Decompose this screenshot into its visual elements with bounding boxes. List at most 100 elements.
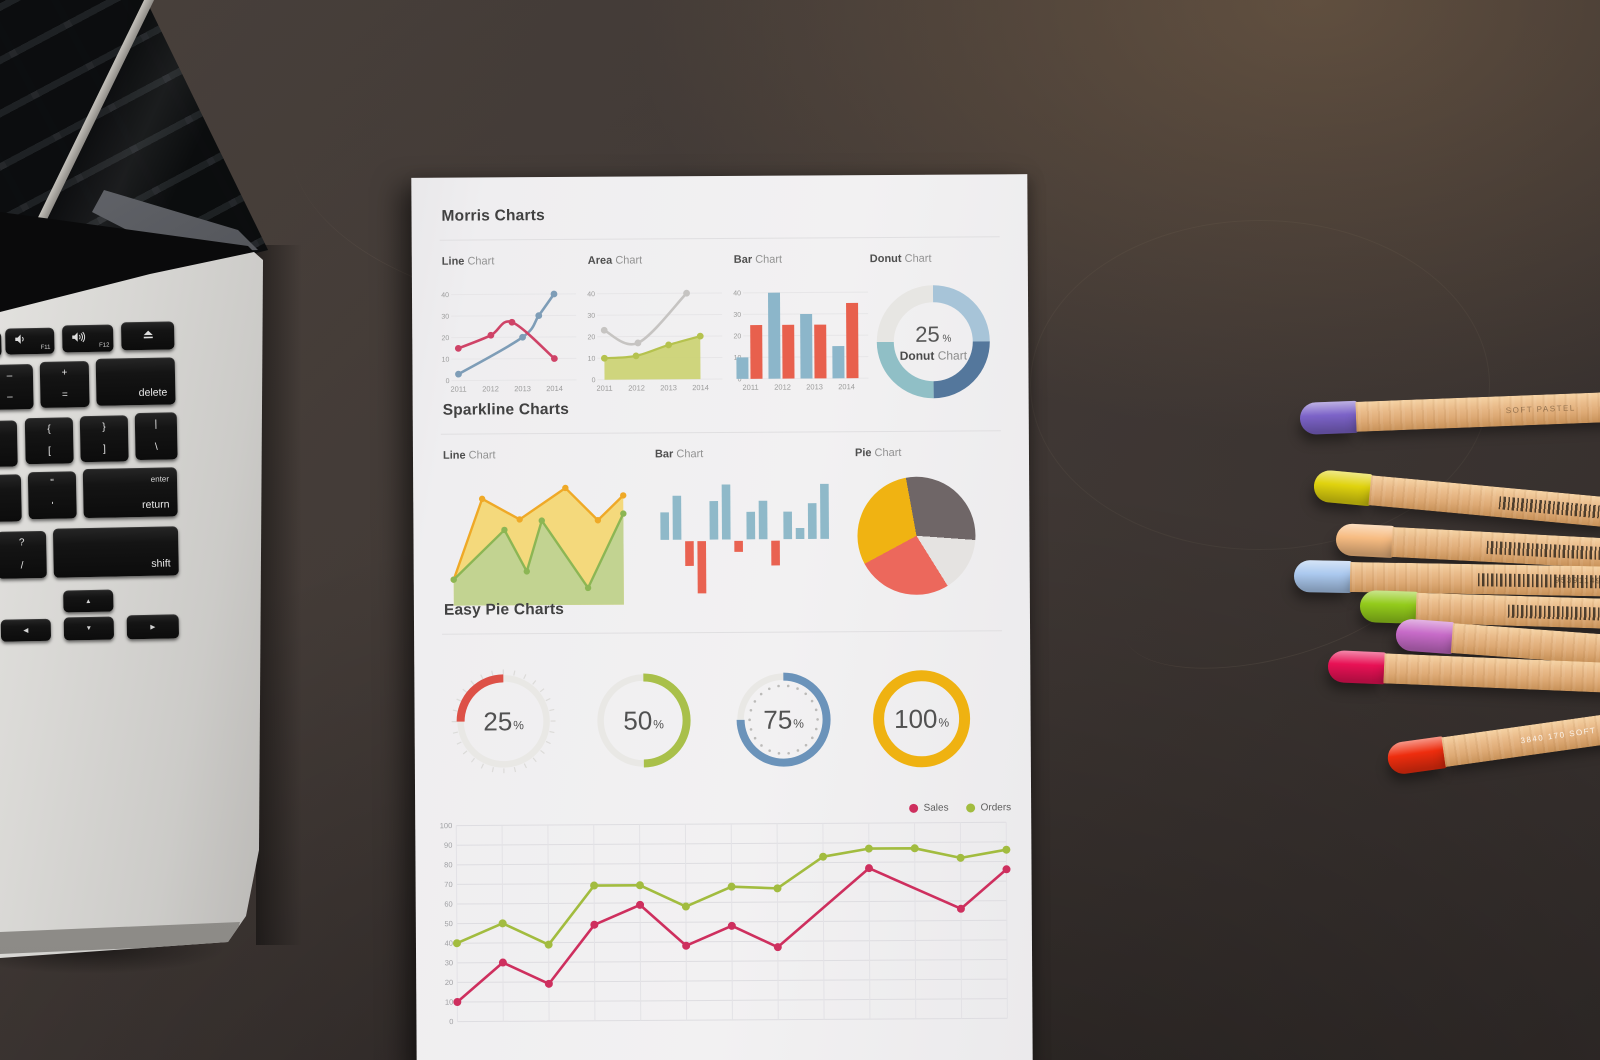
section-title-easypie: Easy Pie Charts	[443, 600, 565, 619]
fn-partial	[0, 331, 2, 358]
chart-block: Area Chart 0 10 20 30 40 2011 2012 2013 2014	[582, 254, 733, 405]
chart-block: Line Chart 0 10 20 30 40 2011 2012 2013 2014	[436, 255, 587, 406]
svg-text:2014: 2014	[546, 384, 563, 393]
key-label: \	[154, 441, 158, 453]
svg-text:2011: 2011	[596, 384, 612, 393]
arrow-right-key: ▶	[126, 614, 180, 640]
easy-pie-row: 25% 50% 75% 100%	[414, 660, 1031, 814]
svg-text:2013: 2013	[660, 383, 677, 392]
pencil-text: 95391149 63	[1554, 575, 1600, 586]
pencil-barcode	[1486, 540, 1600, 562]
return-key: return enter	[82, 467, 178, 519]
svg-text:40: 40	[441, 292, 449, 299]
svg-text:0: 0	[592, 377, 596, 384]
morris-chart-row: Line Chart 0 10 20 30 40 2011 2012 2013 2014 Area …	[412, 252, 1029, 436]
svg-text:10: 10	[588, 356, 596, 363]
chart-title: Donut Chart	[869, 252, 932, 266]
svg-text:20: 20	[445, 978, 453, 987]
svg-text:0: 0	[449, 1017, 453, 1026]
morris-line-plot: 0 10 20 30 40 2011 2012 2013 2014	[441, 290, 577, 394]
pencil-text: SOFT PASTEL	[1505, 403, 1576, 416]
arrow-glyph: ▶	[150, 623, 156, 631]
arrow-glyph: ▲	[85, 597, 92, 605]
easy-pie-ring	[873, 670, 971, 768]
pencil-text: 3840 170 SOFT PASTEL	[1520, 720, 1600, 746]
pencil-barcode	[1498, 496, 1600, 521]
sales-orders-plot: 0 10 20 30 40 50 60 70 80 90 100	[440, 821, 1011, 1026]
row4-partial	[0, 474, 22, 523]
key-label: ?	[18, 537, 25, 549]
key-label: "	[50, 477, 54, 489]
section-title-sparkline: Sparkline Charts	[442, 400, 570, 419]
key-label: /	[20, 560, 24, 572]
chart-title: Pie Chart	[854, 446, 902, 460]
svg-text:2011: 2011	[450, 385, 466, 394]
pencil-tip	[1312, 469, 1374, 507]
key-label: +	[61, 367, 68, 379]
bracket-close-key: }]	[79, 415, 129, 463]
sparkline-bar-plot	[660, 483, 829, 594]
section-title-morris: Morris Charts	[441, 207, 545, 225]
quote-key: " '	[27, 471, 77, 520]
chart-title: Line Chart	[441, 255, 495, 268]
equals-key: + =	[39, 361, 90, 408]
pencil-barcode	[1507, 604, 1600, 623]
easy-pie-25: 25%	[451, 669, 556, 788]
chart-block: Pie Chart	[849, 446, 1000, 617]
svg-text:20: 20	[441, 335, 449, 342]
svg-text:60: 60	[444, 900, 452, 909]
key-label: –	[7, 391, 13, 403]
pencil-tip-shine	[1394, 618, 1456, 655]
easy-pie-ring	[596, 673, 691, 768]
svg-text:10: 10	[445, 998, 453, 1007]
easy-pie-value: 75%	[763, 704, 804, 735]
key-label: ]	[102, 443, 106, 455]
pencil-tip-shine	[1299, 400, 1359, 435]
volume-low-icon	[14, 332, 27, 350]
svg-text:10: 10	[442, 357, 450, 364]
easy-pie-75: 75%	[731, 667, 836, 786]
svg-text:2014: 2014	[838, 382, 855, 391]
svg-text:30: 30	[587, 313, 595, 320]
sparkline-line-plot	[450, 484, 627, 606]
pencil-tip	[1394, 618, 1456, 655]
chart-title: Bar Chart	[654, 448, 704, 461]
key-label: enter	[150, 474, 170, 484]
chart-block: Donut Chart 25 % Donut Chart	[858, 252, 1009, 413]
volume-high-icon	[71, 330, 86, 348]
pencil-tip-shine	[1312, 469, 1374, 507]
arrow-glyph: ◀	[23, 627, 29, 635]
svg-text:70: 70	[444, 880, 452, 889]
backslash-key: | \	[134, 412, 178, 461]
chart-block: Line Chart	[437, 449, 638, 630]
key-label: return	[141, 498, 170, 512]
svg-text:80: 80	[444, 860, 452, 869]
shift-key: shift	[52, 526, 179, 578]
key-label: delete	[138, 386, 168, 400]
pencil-tip-shine	[1335, 523, 1395, 559]
pencil-tip	[1327, 650, 1387, 685]
laptop-base: F11 F12– – + = delete{[}] | \ " ' return enter? / shi…	[0, 252, 263, 958]
easy-pie-value: 100%	[893, 703, 950, 734]
svg-text:0: 0	[738, 376, 742, 383]
pencil-tip	[1299, 400, 1359, 435]
chart-title: Area Chart	[587, 254, 643, 267]
svg-text:2011: 2011	[742, 383, 758, 392]
easy-pie-ring	[451, 669, 556, 774]
svg-text:30: 30	[445, 958, 453, 967]
svg-text:40: 40	[733, 290, 741, 297]
easy-pie-value: 25%	[483, 705, 524, 736]
chart-block: Bar Chart	[649, 447, 840, 608]
pencil-tip	[1335, 523, 1395, 559]
legend-item-orders: Orders	[966, 802, 1011, 813]
laptop-keyboard: F11 F12– – + = delete{[}] | \ " ' return enter? / shi…	[0, 252, 263, 702]
svg-text:30: 30	[733, 312, 741, 319]
easy-pie-ring	[736, 672, 831, 767]
eject-icon	[141, 327, 154, 345]
svg-text:2014: 2014	[692, 383, 709, 392]
key-label: –	[6, 370, 13, 382]
svg-text:0: 0	[446, 378, 450, 385]
legend-dot	[909, 803, 919, 813]
